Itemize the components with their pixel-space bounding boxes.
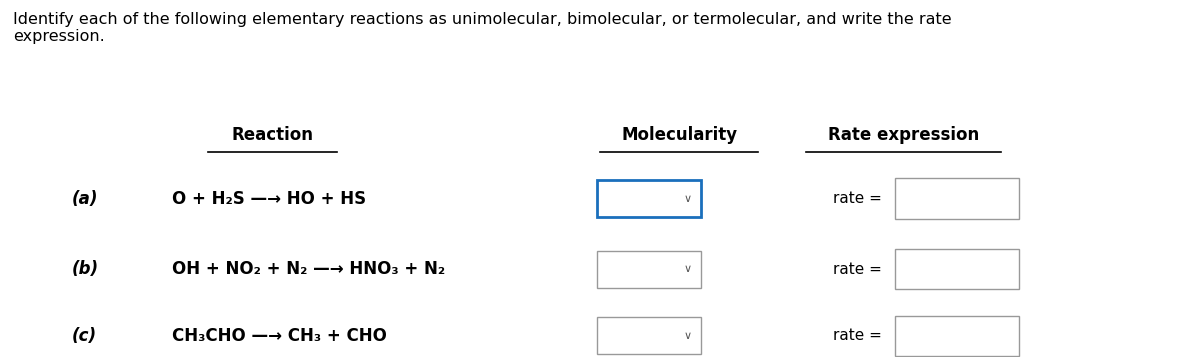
Text: rate =: rate = <box>833 328 882 343</box>
Text: ∨: ∨ <box>683 193 691 203</box>
Bar <box>596 180 701 217</box>
Bar <box>596 251 701 287</box>
Text: (c): (c) <box>72 327 97 345</box>
Bar <box>895 316 1019 356</box>
Text: (b): (b) <box>72 260 100 278</box>
Text: Reaction: Reaction <box>232 126 313 144</box>
Text: CH₃CHO —→ CH₃ + CHO: CH₃CHO —→ CH₃ + CHO <box>173 327 388 345</box>
Bar <box>895 249 1019 289</box>
Text: ∨: ∨ <box>683 264 691 274</box>
Bar <box>895 178 1019 219</box>
Text: O + H₂S —→ HO + HS: O + H₂S —→ HO + HS <box>173 190 366 208</box>
Text: rate =: rate = <box>833 262 882 277</box>
Text: ∨: ∨ <box>683 331 691 341</box>
Text: Identify each of the following elementary reactions as unimolecular, bimolecular: Identify each of the following elementar… <box>13 12 952 44</box>
Bar <box>596 317 701 355</box>
Text: (a): (a) <box>72 190 98 208</box>
Text: Molecularity: Molecularity <box>622 126 738 144</box>
Text: OH + NO₂ + N₂ —→ HNO₃ + N₂: OH + NO₂ + N₂ —→ HNO₃ + N₂ <box>173 260 445 278</box>
Text: Rate expression: Rate expression <box>828 126 979 144</box>
Text: rate =: rate = <box>833 191 882 206</box>
